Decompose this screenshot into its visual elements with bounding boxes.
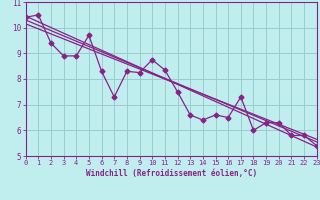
- X-axis label: Windchill (Refroidissement éolien,°C): Windchill (Refroidissement éolien,°C): [86, 169, 257, 178]
